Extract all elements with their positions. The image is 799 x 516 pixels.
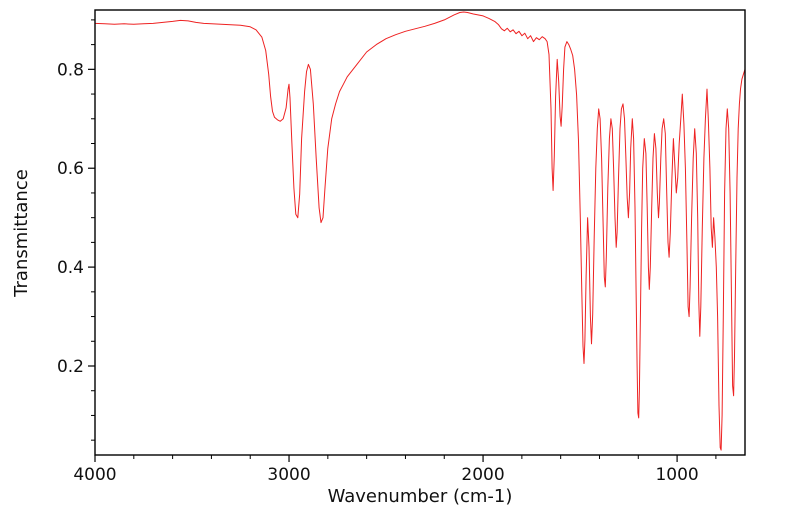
spectrum-line [95,11,745,451]
x-tick-label: 4000 [73,465,116,485]
x-tick-label: 1000 [655,465,698,485]
x-tick-label: 3000 [267,465,310,485]
y-tick-label: 0.2 [57,357,84,377]
x-tick-label: 2000 [461,465,504,485]
y-tick-label: 0.4 [57,258,84,278]
y-tick-label: 0.8 [57,60,84,80]
y-axis-label: Transmittance [11,169,32,297]
y-tick-label: 0.6 [57,159,84,179]
x-axis-label: Wavenumber (cm-1) [327,486,513,507]
plot-frame [94,9,746,456]
